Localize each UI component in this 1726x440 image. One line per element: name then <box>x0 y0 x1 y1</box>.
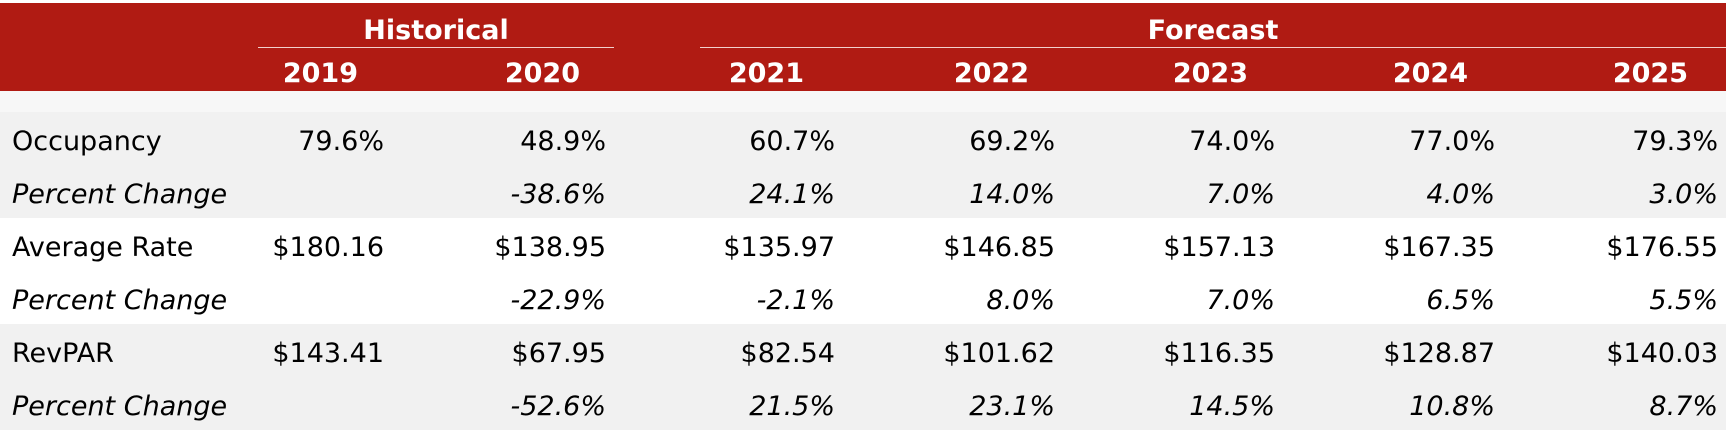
table-cell: -52.6% <box>510 391 606 422</box>
table-cell: 8.7% <box>1649 391 1718 422</box>
table-cell: 77.0% <box>1409 126 1495 157</box>
row-label: Occupancy <box>12 126 162 157</box>
table-cell: 79.3% <box>1632 126 1718 157</box>
column-header-2024: 2024 <box>1392 58 1468 89</box>
table-cell: $143.41 <box>272 338 384 369</box>
table-cell: $167.35 <box>1383 232 1495 263</box>
table-cell: 5.5% <box>1649 285 1718 316</box>
table-cell: $140.03 <box>1606 338 1718 369</box>
column-header-2023: 2023 <box>1172 58 1248 89</box>
group-underline-historical <box>258 47 614 48</box>
table-cell: $176.55 <box>1606 232 1718 263</box>
column-header-2025: 2025 <box>1612 58 1688 89</box>
table-cell: 21.5% <box>749 391 835 422</box>
table-cell: -2.1% <box>756 285 835 316</box>
table-header: Historical Forecast 2019 2020 2021 2022 … <box>0 3 1726 91</box>
row-label: Percent Change <box>12 391 228 422</box>
row-label: Average Rate <box>12 232 194 263</box>
column-header-2019: 2019 <box>282 58 358 89</box>
table-cell: 23.1% <box>969 391 1055 422</box>
row-band <box>0 324 1726 430</box>
column-header-2020: 2020 <box>504 58 580 89</box>
table-cell: 14.0% <box>969 179 1055 210</box>
group-label-forecast: Forecast <box>1147 15 1279 46</box>
table-cell: $146.85 <box>943 232 1055 263</box>
table-cell: -22.9% <box>510 285 606 316</box>
table-cell: $180.16 <box>272 232 384 263</box>
table-cell: $67.95 <box>511 338 606 369</box>
table-cell: 7.0% <box>1206 285 1275 316</box>
table-cell: 24.1% <box>749 179 835 210</box>
table-cell: 7.0% <box>1206 179 1275 210</box>
table-cell: 10.8% <box>1409 391 1495 422</box>
table-cell: 79.6% <box>298 126 384 157</box>
table-cell: 60.7% <box>749 126 835 157</box>
table-cell: $157.13 <box>1163 232 1275 263</box>
table-cell: $128.87 <box>1383 338 1495 369</box>
table-cell: 74.0% <box>1189 126 1275 157</box>
header-spacer <box>0 91 1726 112</box>
table-cell: 4.0% <box>1426 179 1495 210</box>
row-label: Percent Change <box>12 285 228 316</box>
table-cell: 6.5% <box>1426 285 1495 316</box>
column-header-2021: 2021 <box>728 58 804 89</box>
table-cell: 69.2% <box>969 126 1055 157</box>
group-label-historical: Historical <box>363 15 509 46</box>
column-header-2022: 2022 <box>953 58 1029 89</box>
row-band <box>0 112 1726 218</box>
table-cell: $138.95 <box>494 232 606 263</box>
table-cell: $135.97 <box>723 232 835 263</box>
table-cell: 3.0% <box>1649 179 1718 210</box>
table-cell: 14.5% <box>1189 391 1275 422</box>
table-cell: -38.6% <box>510 179 606 210</box>
table-cell: $116.35 <box>1163 338 1275 369</box>
group-underline-forecast <box>700 47 1726 48</box>
table-cell: 48.9% <box>520 126 606 157</box>
table-cell: $101.62 <box>943 338 1055 369</box>
table-cell: $82.54 <box>740 338 835 369</box>
table-cell: 8.0% <box>986 285 1055 316</box>
row-label: Percent Change <box>12 179 228 210</box>
row-label: RevPAR <box>12 338 114 369</box>
